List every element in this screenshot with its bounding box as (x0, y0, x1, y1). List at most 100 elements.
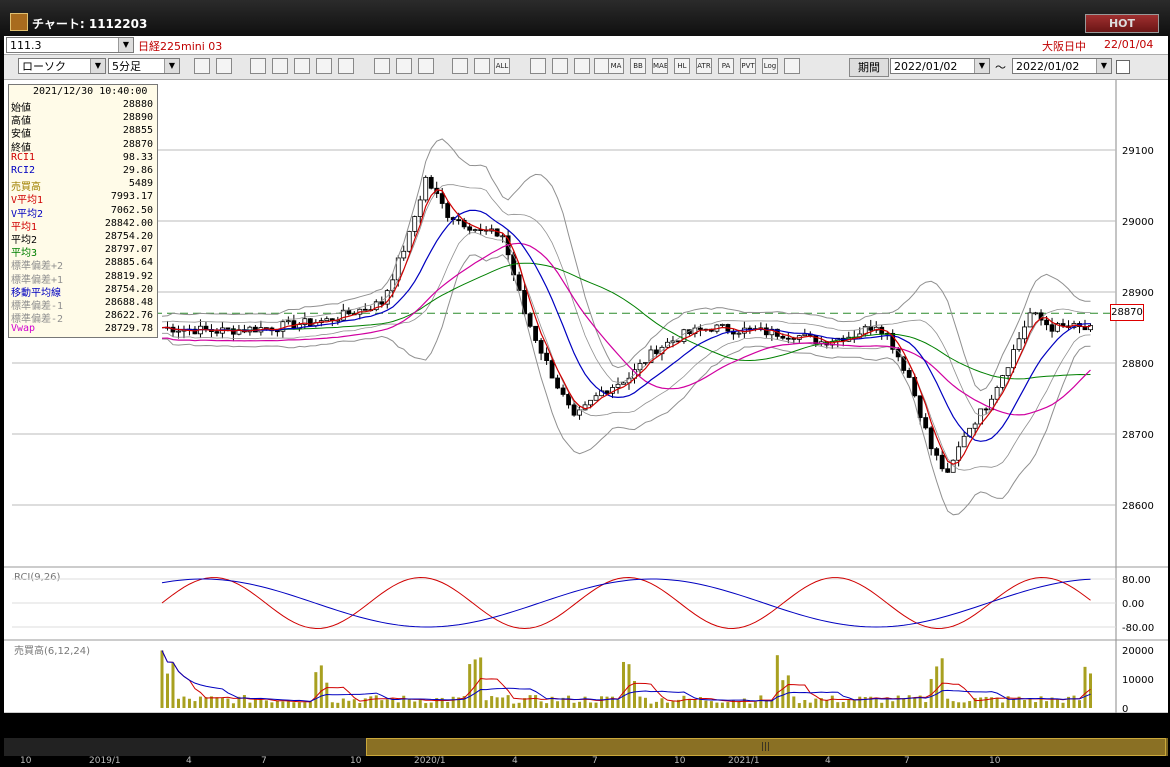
candle-body (412, 216, 418, 232)
period-button[interactable]: 期間 (849, 58, 889, 77)
undo-icon[interactable] (418, 58, 434, 74)
volume-bar (523, 698, 527, 708)
info-icon[interactable] (338, 58, 354, 74)
candle-body (192, 328, 198, 335)
cursor-icon[interactable] (396, 58, 412, 74)
volume-bar (957, 702, 961, 708)
volume-bar (572, 702, 576, 708)
volume-bar (578, 701, 582, 708)
timeframe-select[interactable]: 5分足 ▼ (108, 58, 180, 74)
volume-bar (1083, 666, 1087, 708)
palette-icon[interactable] (574, 58, 590, 74)
candle-body (176, 330, 181, 333)
volume-bar (1028, 698, 1032, 708)
down-icon[interactable] (250, 58, 266, 74)
symbol-code-select[interactable]: 111.3 ▼ (6, 37, 134, 53)
pvt-icon[interactable]: PVT (740, 58, 756, 74)
candle-body (1016, 338, 1022, 350)
box-icon[interactable] (452, 58, 468, 74)
volume-bar (237, 696, 241, 708)
navigator-label: 10 (20, 756, 32, 766)
atr-icon[interactable]: ATR (696, 58, 712, 74)
cross-icon[interactable] (316, 58, 332, 74)
chevron-down-icon[interactable]: ▼ (1096, 59, 1111, 73)
date-from-picker[interactable]: 2022/01/02 ▼ (890, 58, 990, 74)
volume-bar (281, 701, 285, 708)
all-icon[interactable]: ALL (494, 58, 510, 74)
volume-bar (973, 698, 977, 708)
apply-checkbox[interactable] (1116, 60, 1130, 74)
box2-icon[interactable] (474, 58, 490, 74)
export-icon[interactable] (784, 58, 800, 74)
chart-type-select[interactable]: ローソク ▼ (18, 58, 106, 74)
navigator-label: 4 (512, 756, 518, 766)
volume-bar (1072, 695, 1076, 708)
ma-icon[interactable]: MA (608, 58, 624, 74)
volume-bar (687, 698, 691, 708)
chevron-down-icon[interactable]: ▼ (164, 59, 179, 73)
candle-body (593, 395, 599, 401)
volume-bar (698, 697, 702, 708)
volume-bar (693, 699, 697, 708)
brush-icon[interactable] (552, 58, 568, 74)
info-label: 標準偏差+1 (11, 274, 64, 286)
rci-tick-label: -80.00 (1122, 623, 1154, 634)
volume-bar (231, 703, 235, 708)
volume-bar (737, 701, 741, 708)
volume-bar (786, 675, 790, 708)
bb-icon[interactable]: BB (630, 58, 646, 74)
volume-bar (748, 703, 752, 708)
volume-bar (946, 698, 950, 708)
info-row: V平均1 7993.17 (11, 191, 155, 206)
info-value: 7993.17 (110, 191, 153, 203)
volume-bar (512, 703, 516, 708)
volume-bar (165, 673, 169, 708)
info-row: 標準偏差+1 28819.92 (11, 271, 155, 286)
volume-bar (891, 701, 895, 708)
navigator-label: 2019/1 (89, 756, 121, 766)
candle-body (1033, 312, 1038, 315)
navigator-scrollbar[interactable]: ||| (4, 738, 1168, 756)
volume-bar (347, 700, 351, 708)
info-label: 標準偏差-2 (11, 314, 64, 326)
info-value: 28842.00 (104, 217, 153, 229)
chevron-down-icon[interactable]: ▼ (974, 59, 989, 73)
hot-button[interactable]: HOT (1085, 14, 1159, 33)
info-label: RCI2 (11, 165, 36, 176)
hl-icon[interactable]: HL (674, 58, 690, 74)
bars-icon[interactable] (294, 58, 310, 74)
log-icon[interactable]: Log (762, 58, 778, 74)
chart-area[interactable]: 29100 29000 28900 28800 28700 28600 RCI(9,26) 8… (4, 80, 1168, 716)
zoom-icon[interactable] (194, 58, 210, 74)
price-tick-label: 28800 (1122, 359, 1154, 370)
candle-body (274, 330, 280, 333)
candle-body (939, 454, 945, 470)
candle-body (736, 332, 742, 335)
info-row: Vwap 28729.78 (11, 323, 155, 336)
volume-bar (852, 700, 856, 708)
date-to-picker[interactable]: 2022/01/02 ▼ (1012, 58, 1112, 74)
grid-icon[interactable] (530, 58, 546, 74)
candle-body (906, 370, 912, 378)
volume-bar (704, 700, 708, 708)
navigator-thumb[interactable] (366, 738, 1166, 756)
candle-body (577, 409, 582, 416)
pencil-icon[interactable] (374, 58, 390, 74)
zoom-reset-icon[interactable] (272, 58, 288, 74)
price-tick-label: 28600 (1122, 501, 1154, 512)
mae-icon[interactable]: MAE (652, 58, 668, 74)
volume-bar (1017, 696, 1021, 708)
candle-body (588, 399, 593, 406)
volume-bar (726, 702, 730, 708)
navigator-grip-icon[interactable]: ||| (761, 742, 771, 752)
price-chart[interactable]: 29100 29000 28900 28800 28700 28600 RCI(9,26) 8… (4, 80, 1168, 716)
candle-body (467, 226, 473, 231)
para-icon[interactable]: PA RA (718, 58, 734, 74)
volume-bar (198, 696, 202, 708)
crosshair-icon[interactable] (216, 58, 232, 74)
volume-panel-label: 売買高(6,12,24) (14, 644, 90, 657)
volume-bar (654, 701, 658, 708)
moving-average-1 (161, 189, 1091, 465)
chevron-down-icon[interactable]: ▼ (90, 59, 105, 73)
chevron-down-icon[interactable]: ▼ (118, 38, 133, 52)
